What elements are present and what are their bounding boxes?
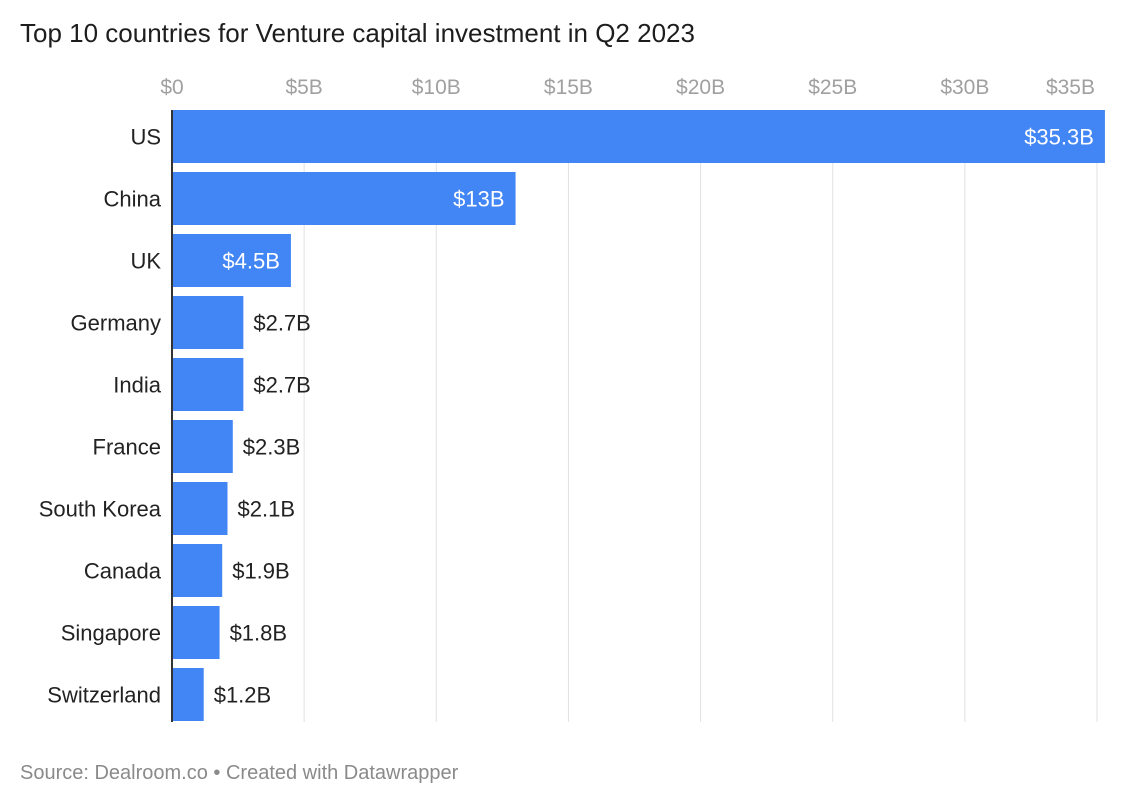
x-axis-ticks: $0 $5B $10B $15B $20B $25B $30B $35B <box>160 76 1095 99</box>
bar-germany <box>172 296 244 349</box>
bar-singapore <box>172 606 220 659</box>
x-tick-label: $30B <box>940 76 989 99</box>
x-tick-label: $15B <box>544 76 593 99</box>
chart-title: Top 10 countries for Venture capital inv… <box>20 18 695 48</box>
data-label: $2.7B <box>253 373 311 398</box>
bar-france <box>172 420 233 473</box>
x-tick-label: $25B <box>808 76 857 99</box>
data-label: $1.8B <box>230 621 287 646</box>
category-label: China <box>104 187 162 212</box>
value-labels: $35.3B $13B $4.5B $2.7B $2.7B $2.3B $2.1B $1.9B… <box>214 125 1094 708</box>
category-label: India <box>113 373 161 398</box>
x-tick-label: $35B <box>1046 76 1095 99</box>
category-label: Switzerland <box>47 683 161 708</box>
data-label: $2.1B <box>238 497 296 522</box>
x-tick-label: $0 <box>160 76 183 99</box>
data-label: $4.5B <box>222 249 280 274</box>
category-label: US <box>130 125 161 150</box>
data-label: $35.3B <box>1024 125 1094 150</box>
data-label: $13B <box>453 187 504 212</box>
x-tick-label: $5B <box>285 76 322 99</box>
bars <box>172 110 1105 721</box>
category-label: Canada <box>84 559 162 584</box>
x-tick-label: $20B <box>676 76 725 99</box>
x-tick-label: $10B <box>412 76 461 99</box>
category-label: France <box>93 435 161 460</box>
category-label: UK <box>130 249 161 274</box>
category-label: Singapore <box>61 621 161 646</box>
bar-us <box>172 110 1105 163</box>
data-label: $2.3B <box>243 435 300 460</box>
data-label: $1.9B <box>232 559 290 584</box>
data-label: $2.7B <box>253 311 311 336</box>
bar-canada <box>172 544 223 597</box>
category-labels: US China UK Germany India France South Korea Ca… <box>39 125 162 708</box>
bar-india <box>172 358 244 411</box>
data-label: $1.2B <box>214 683 272 708</box>
bar-uk <box>172 234 291 287</box>
category-label: Germany <box>71 311 161 336</box>
bar-switzerland <box>172 668 204 721</box>
source-footer: Source: Dealroom.co • Created with Dataw… <box>20 762 459 784</box>
bar-south-korea <box>172 482 228 535</box>
category-label: South Korea <box>39 497 162 522</box>
bar-china <box>172 172 516 225</box>
